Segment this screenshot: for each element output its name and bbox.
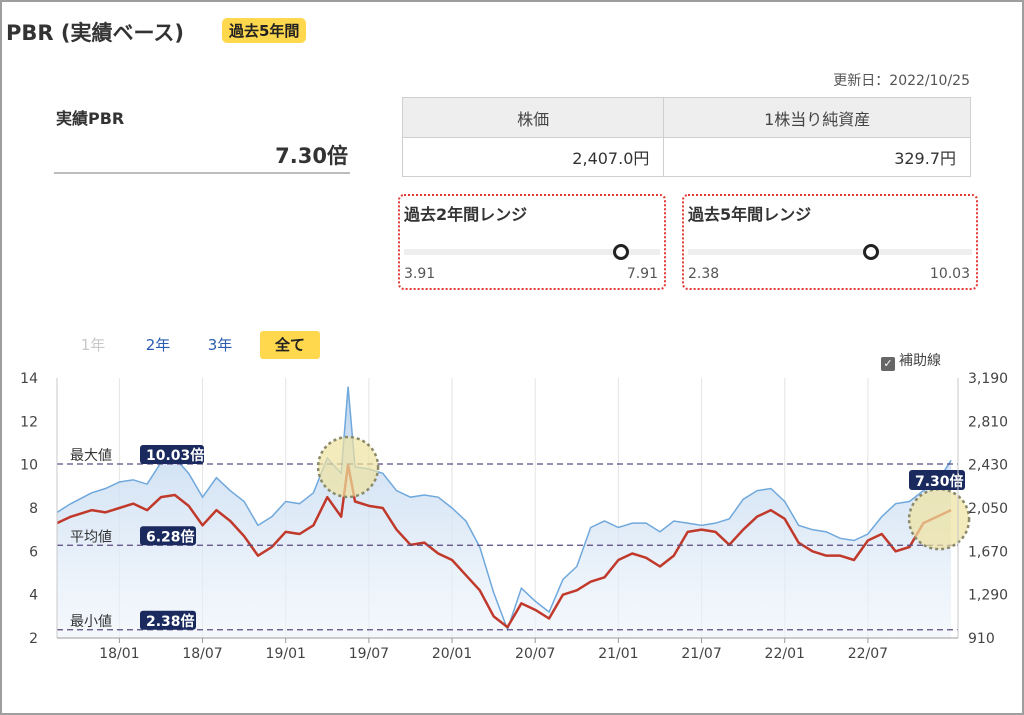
y-left-tick-label: 8 — [29, 501, 38, 517]
range-2-year-min: 3.91 — [404, 266, 436, 282]
range-2-year-marker — [612, 244, 629, 260]
ref-line-name: 平均値 — [70, 529, 112, 545]
page-title: PBR (実績ベース) — [6, 21, 185, 45]
x-tick-label: 19/07 — [349, 646, 389, 662]
y-right-tick-label: 2,430 — [968, 458, 1008, 474]
aux-lines-checkbox[interactable]: ✓ — [881, 357, 895, 371]
y-left-tick-label: 14 — [20, 371, 38, 387]
x-tick-label: 18/01 — [99, 646, 139, 662]
range-5-year-track — [688, 249, 972, 255]
x-tick-label: 18/07 — [182, 646, 222, 662]
x-tick-label: 20/07 — [515, 646, 555, 662]
price-value: 2,407.0円 — [401, 137, 665, 177]
price-line — [56, 386, 952, 632]
range-2-year-max: 7.91 — [626, 266, 658, 282]
peak-highlight — [316, 435, 380, 499]
x-tick-label: 20/01 — [432, 646, 472, 662]
range-2-year: 過去2年間レンジ 3.91 7.91 — [398, 194, 666, 290]
ref-value-label: 2.38倍 — [146, 613, 195, 630]
x-tick-label: 22/01 — [765, 646, 805, 662]
y-right-tick-label: 1,670 — [968, 544, 1008, 560]
y-right-tick-label: 3,190 — [968, 371, 1008, 387]
range-5-year-marker — [862, 244, 879, 260]
pbr-value: 7.30倍 — [275, 144, 348, 168]
x-tick-label: 22/07 — [848, 646, 888, 662]
x-tick-label: 19/01 — [266, 646, 306, 662]
ref-line-name: 最小値 — [70, 614, 112, 630]
ref-value-label: 10.03倍 — [146, 447, 204, 464]
y-left-tick-label: 4 — [29, 588, 38, 604]
pbr-line — [56, 463, 952, 629]
bps-header: 1株当り純資産 — [663, 97, 971, 138]
tab-3-year[interactable]: 3年 — [207, 336, 233, 354]
ref-line-name: 最大値 — [70, 448, 112, 464]
current-value-badge — [909, 470, 965, 490]
range-5-year-max: 10.03 — [929, 266, 970, 282]
y-left-tick-label: 12 — [20, 414, 38, 430]
period-badge: 過去5年間 — [222, 18, 307, 43]
range-2-year-track — [404, 249, 660, 255]
aux-lines-label: 補助線 — [899, 353, 941, 369]
range-5-year-min: 2.38 — [688, 266, 720, 282]
updated-date: 更新日：2022/10/25 — [833, 73, 970, 89]
current-value-label: 7.30倍 — [915, 473, 964, 490]
ref-value-badge — [140, 445, 204, 465]
price-table: 株価 1株当り純資産 2,407.0円 329.7円 — [401, 97, 971, 177]
y-right-tick-label: 910 — [968, 631, 995, 647]
range-5-year-title: 過去5年間レンジ — [688, 205, 812, 224]
pbr-divider — [54, 172, 350, 174]
current-highlight — [907, 487, 971, 551]
y-left-tick-label: 10 — [20, 458, 38, 474]
y-left-tick-label: 6 — [29, 544, 38, 560]
tab-all[interactable]: 全て — [260, 331, 320, 359]
y-right-tick-label: 1,290 — [968, 588, 1008, 604]
y-left-tick-label: 2 — [29, 631, 38, 647]
x-tick-label: 21/07 — [681, 646, 721, 662]
ref-value-badge — [140, 526, 196, 546]
range-2-year-title: 過去2年間レンジ — [404, 205, 528, 224]
range-5-year: 過去5年間レンジ 2.38 10.03 — [682, 194, 978, 290]
price-header: 株価 — [401, 97, 665, 138]
ref-value-label: 6.28倍 — [146, 528, 195, 545]
tab-1-year: 1年 — [80, 336, 106, 354]
y-right-tick-label: 2,810 — [968, 414, 1008, 430]
pbr-label: 実績PBR — [56, 109, 125, 128]
y-right-tick-label: 2,050 — [968, 501, 1008, 517]
ref-value-badge — [140, 610, 196, 630]
bps-value: 329.7円 — [663, 137, 971, 177]
x-tick-label: 21/01 — [598, 646, 638, 662]
price-area — [57, 386, 952, 638]
aux-lines-toggle[interactable]: ✓ 補助線 — [881, 350, 941, 371]
tab-2-year[interactable]: 2年 — [145, 336, 171, 354]
